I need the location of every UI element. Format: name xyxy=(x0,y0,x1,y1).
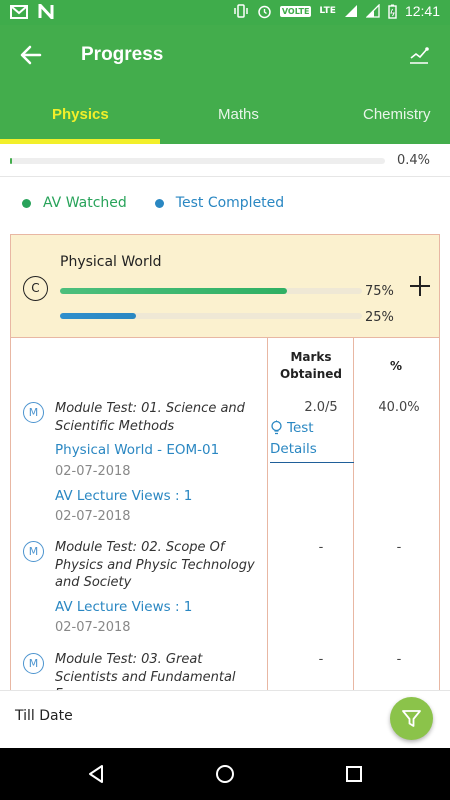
status-bar: VOLTE LTE 12:41 xyxy=(0,0,450,25)
legend-test-completed: Test Completed xyxy=(154,195,285,211)
gmail-icon xyxy=(10,4,28,19)
marks-value: - xyxy=(318,652,324,667)
test-progress-fill xyxy=(60,313,136,319)
bottom-bar: Till Date xyxy=(0,690,450,748)
filter-button[interactable] xyxy=(390,697,433,740)
clock: 12:41 xyxy=(404,3,440,19)
app-bar: Progress xyxy=(0,25,450,87)
legend-av-watched: AV Watched xyxy=(22,195,127,211)
legend-test-label: Test Completed xyxy=(175,195,285,211)
overall-progress: 0.4% xyxy=(10,153,440,169)
arrow-left-icon[interactable] xyxy=(18,42,44,68)
av-progress-bar xyxy=(60,288,362,294)
av-progress-fill xyxy=(60,288,287,294)
av-date: 02-07-2018 xyxy=(55,620,131,635)
av-date: 02-07-2018 xyxy=(55,509,131,524)
av-lecture-link[interactable]: AV Lecture Views : 1 xyxy=(55,488,193,504)
lightbulb-icon xyxy=(271,420,282,435)
nav-recents-icon[interactable] xyxy=(344,764,364,784)
module-title: Module Test: 03. Great Scientists and Fu… xyxy=(55,652,236,690)
test-details-label-2: Details xyxy=(270,441,317,457)
test-dot-icon xyxy=(154,198,164,208)
overall-progress-percent: 0.4% xyxy=(396,153,430,168)
signal-icon-2 xyxy=(365,4,380,18)
overall-progress-track xyxy=(10,158,385,164)
signal-icon xyxy=(344,5,357,17)
module-badge: M xyxy=(23,541,44,562)
till-date-label[interactable]: Till Date xyxy=(15,708,73,724)
test-details-link[interactable]: Test Details xyxy=(270,418,354,463)
test-percent: 25% xyxy=(365,310,394,325)
alarm-icon xyxy=(258,5,271,18)
test-progress-bar xyxy=(60,313,362,319)
test-link[interactable]: Physical World - EOM-01 xyxy=(55,442,220,458)
filter-icon xyxy=(402,710,421,727)
header-marks-obtained: Marks Obtained xyxy=(279,350,342,381)
tab-indicator xyxy=(0,139,160,144)
trend-chart-icon[interactable] xyxy=(408,45,430,65)
percent-value: - xyxy=(396,652,402,667)
module-badge: M xyxy=(23,653,44,674)
divider xyxy=(0,176,450,177)
plus-icon[interactable] xyxy=(407,273,433,299)
tab-maths[interactable]: Maths xyxy=(218,106,259,123)
av-percent: 75% xyxy=(365,284,394,299)
marks-value: 2.0/5 xyxy=(304,400,338,415)
marks-value: - xyxy=(318,540,324,555)
av-dot-icon xyxy=(22,198,31,208)
percent-value: 40.0% xyxy=(378,400,420,415)
test-details-label: Test xyxy=(287,420,314,436)
lte-label: LTE xyxy=(319,6,336,16)
nav-home-icon[interactable] xyxy=(215,764,235,784)
chapter-badge: C xyxy=(23,276,48,301)
chapter-card[interactable]: C Physical World 75% 25% xyxy=(10,234,440,338)
tab-chemistry[interactable]: Chemistry xyxy=(363,106,431,123)
vibrate-icon xyxy=(234,4,248,18)
module-title: Module Test: 01. Science and Scientific … xyxy=(55,401,245,434)
module-title: Module Test: 02. Scope Of Physics and Ph… xyxy=(55,540,255,590)
subject-tabs: Physics Maths Chemistry xyxy=(0,87,450,144)
nav-back-icon[interactable] xyxy=(86,764,106,784)
page-title: Progress xyxy=(81,44,164,65)
av-lecture-link[interactable]: AV Lecture Views : 1 xyxy=(55,599,193,615)
chapter-name: Physical World xyxy=(60,254,162,270)
test-date: 02-07-2018 xyxy=(55,464,131,479)
legend: AV Watched Test Completed xyxy=(22,195,284,211)
system-nav-bar xyxy=(0,748,450,800)
header-percent: % xyxy=(389,359,403,373)
overall-progress-fill xyxy=(10,158,12,164)
legend-av-label: AV Watched xyxy=(43,195,127,211)
battery-icon xyxy=(388,4,397,19)
module-badge: M xyxy=(23,402,44,423)
tab-physics[interactable]: Physics xyxy=(52,106,109,123)
volte-badge: VOLTE xyxy=(279,5,312,17)
module-table: Marks Obtained % M Module Test: 01. Scie… xyxy=(10,338,440,690)
n-app-icon xyxy=(38,4,54,19)
percent-value: - xyxy=(396,540,402,555)
